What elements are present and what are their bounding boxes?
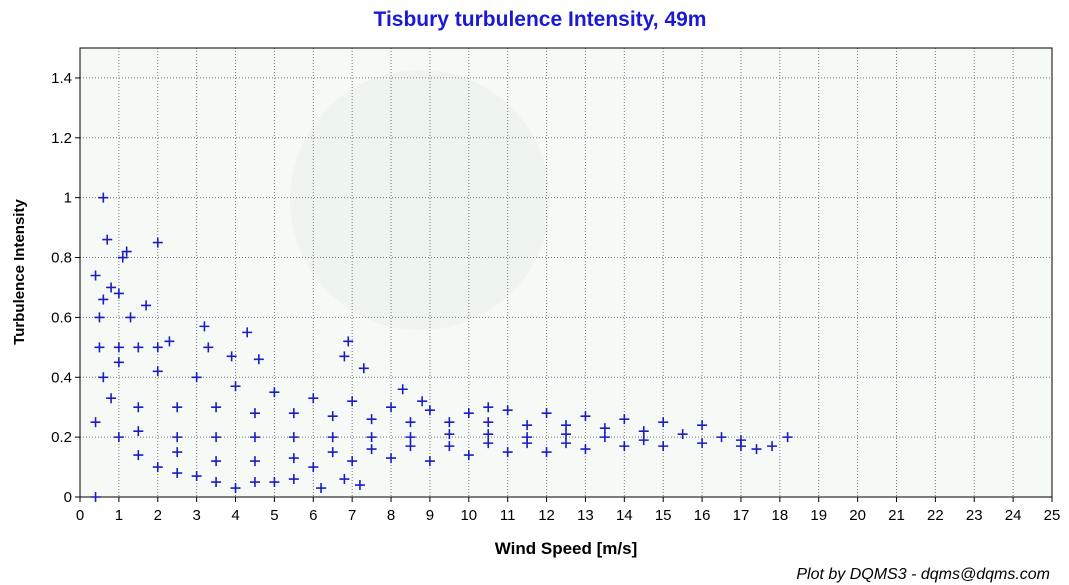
x-tick-label: 7 xyxy=(348,507,356,524)
watermark xyxy=(290,70,550,330)
x-tick-label: 18 xyxy=(771,507,788,524)
x-tick-label: 23 xyxy=(966,507,983,524)
x-tick-label: 2 xyxy=(154,507,162,524)
x-tick-label: 22 xyxy=(927,507,944,524)
chart-title: Tisbury turbulence Intensity, 49m xyxy=(374,8,707,31)
x-tick-label: 5 xyxy=(270,507,278,524)
y-tick-label: 0.4 xyxy=(51,369,72,386)
x-tick-label: 17 xyxy=(733,507,750,524)
y-tick-label: 1.4 xyxy=(51,70,72,87)
y-tick-label: 0.8 xyxy=(51,250,72,267)
credit: Plot by DQMS3 - dqms@dqms.com xyxy=(796,566,1050,583)
x-tick-label: 16 xyxy=(694,507,711,524)
y-axis-label: Turbulence Intensity xyxy=(11,199,28,345)
x-tick-label: 0 xyxy=(76,507,84,524)
x-tick-label: 19 xyxy=(810,507,827,524)
y-tick-label: 0.2 xyxy=(51,429,72,446)
y-tick-label: 1.2 xyxy=(51,130,72,147)
x-tick-label: 13 xyxy=(577,507,594,524)
x-tick-label: 11 xyxy=(500,507,516,524)
x-tick-label: 3 xyxy=(192,507,200,524)
x-tick-label: 4 xyxy=(231,507,239,524)
x-tick-label: 25 xyxy=(1044,507,1061,524)
x-tick-label: 10 xyxy=(460,507,477,524)
x-tick-label: 15 xyxy=(655,507,672,524)
x-tick-label: 12 xyxy=(538,507,555,524)
x-tick-label: 24 xyxy=(1005,507,1022,524)
x-tick-label: 9 xyxy=(426,507,434,524)
x-axis-label: Wind Speed [m/s] xyxy=(495,539,637,558)
y-tick-label: 0.6 xyxy=(51,309,72,326)
x-tick-label: 8 xyxy=(387,507,395,524)
chart: Tisbury turbulence Intensity, 49m Wind S… xyxy=(0,0,1069,585)
x-tick-label: 20 xyxy=(849,507,866,524)
x-tick-label: 21 xyxy=(888,507,905,524)
x-tick-label: 1 xyxy=(115,507,123,524)
y-tick-label: 1 xyxy=(64,190,72,207)
y-tick-label: 0 xyxy=(64,489,72,506)
x-tick-label: 6 xyxy=(309,507,317,524)
x-tick-label: 14 xyxy=(616,507,633,524)
